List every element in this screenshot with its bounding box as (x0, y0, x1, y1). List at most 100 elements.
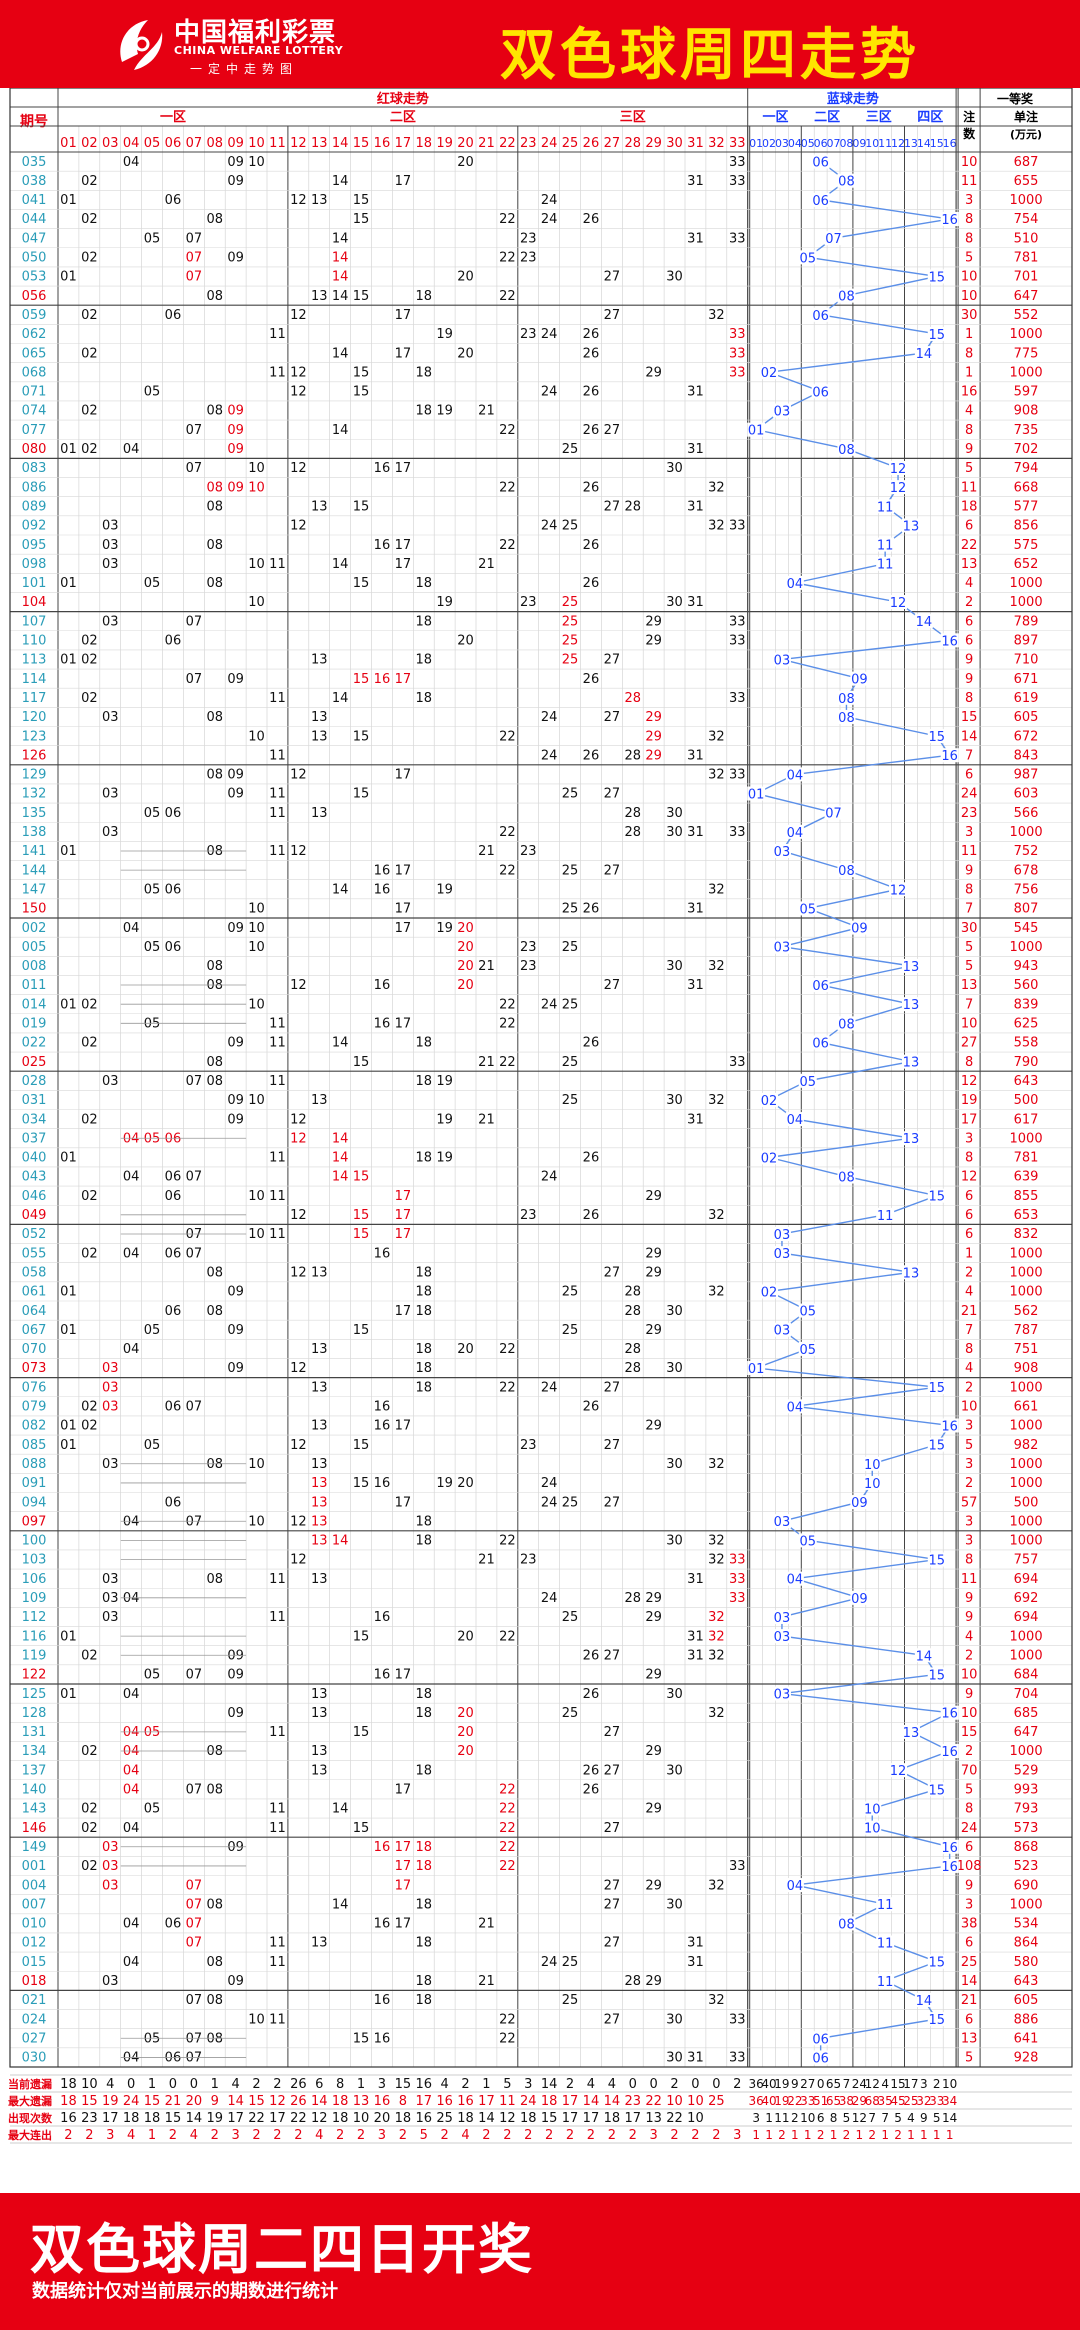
unit-prize: 807 (1014, 902, 1039, 917)
red-ball-mark: 14 (332, 882, 349, 897)
blue-ball-bg (863, 1820, 882, 1835)
red-ball-mark: 10 (248, 997, 265, 1012)
stats-red-value: 18 (395, 2111, 412, 2126)
red-ball-mark: 24 (541, 1955, 558, 1970)
stats-blue-value: 2 (843, 2128, 851, 2142)
red-ball-mark: 09 (227, 1648, 244, 1663)
red-ball-mark: 15 (353, 1170, 370, 1185)
blue-ball-mark: 14 (916, 347, 933, 362)
red-ball-mark: 16 (374, 1400, 391, 1415)
red-ball-mark: 16 (374, 1840, 391, 1855)
red-ball-mark: 01 (60, 844, 77, 859)
red-ball-mark: 31 (687, 231, 704, 246)
red-ball-mark: 22 (499, 825, 516, 840)
stats-blue-value: 33 (800, 2094, 815, 2108)
red-ball-mark: 29 (645, 1591, 662, 1606)
red-ball-mark: 08 (206, 844, 223, 859)
logo-english-text: CHINA WELFARE LOTTERY (174, 44, 344, 57)
red-ball-mark: 22 (499, 1534, 516, 1549)
red-ball-mark: 17 (395, 1495, 412, 1510)
blue-ball-bg (772, 1322, 791, 1337)
unit-prize: 843 (1014, 748, 1039, 763)
bets-count: 9 (965, 442, 973, 457)
bets-count: 11 (961, 174, 978, 189)
red-ball-mark: 26 (583, 346, 600, 361)
red-ball-mark: 12 (290, 1112, 307, 1127)
red-ball-mark: 22 (499, 2012, 516, 2027)
stats-red-value: 16 (415, 2111, 432, 2126)
red-ball-mark: 17 (395, 557, 412, 572)
red-ball-mark: 22 (499, 1055, 516, 1070)
bets-count: 15 (961, 1725, 978, 1740)
bets-count: 11 (961, 480, 978, 495)
stats-red-value: 17 (415, 2094, 432, 2109)
bets-count: 25 (961, 1955, 978, 1970)
red-ball-mark: 33 (729, 519, 746, 534)
unit-prize: 1000 (1010, 940, 1043, 955)
red-ball-mark: 33 (729, 768, 746, 783)
blue-ball-mark: 03 (774, 1228, 791, 1243)
period-label: 059 (22, 308, 47, 323)
blue-ball-mark: 13 (903, 519, 920, 534)
red-ball-mark: 15 (353, 1821, 370, 1836)
period-label: 044 (22, 212, 47, 227)
bets-count: 9 (965, 653, 973, 668)
red-ball-mark: 03 (102, 1840, 119, 1855)
blue-ball-mark: 11 (877, 1209, 894, 1224)
red-ball-mark: 13 (311, 1514, 328, 1529)
blue-ball-bg (876, 1207, 895, 1222)
stats-red-value: 2 (691, 2128, 699, 2143)
unit-prize: 1000 (1010, 1285, 1043, 1300)
blue-ball-mark: 11 (877, 500, 894, 515)
bets-count: 1 (965, 327, 973, 342)
period-label: 053 (22, 270, 47, 285)
red-ball-mark: 11 (269, 1955, 286, 1970)
blue-ball-mark: 14 (916, 1649, 933, 1664)
blue-ball-mark: 11 (877, 1937, 894, 1952)
red-ball-mark: 04 (123, 1744, 140, 1759)
red-ball-mark: 03 (102, 1878, 119, 1893)
stats-blue-value: 0 (817, 2077, 825, 2091)
stats-red-value: 25 (708, 2094, 725, 2109)
red-ball-mark: 13 (311, 289, 328, 304)
red-ball-mark: 07 (186, 1227, 203, 1242)
period-label: 114 (22, 672, 47, 687)
red-ball-mark: 03 (102, 1974, 119, 1989)
period-label: 019 (22, 1017, 47, 1032)
blue-ball-mark: 08 (838, 175, 855, 190)
blue-ball-mark: 09 (851, 1496, 868, 1511)
red-ball-mark: 29 (645, 1189, 662, 1204)
stats-red-value: 18 (457, 2111, 474, 2126)
red-ball-mark: 28 (624, 806, 641, 821)
red-ball-mark: 09 (227, 480, 244, 495)
stats-blue-value: 1 (933, 2128, 941, 2142)
red-ball-mark: 17 (395, 921, 412, 936)
stats-red-value: 22 (645, 2094, 662, 2109)
bets-count: 4 (965, 576, 973, 591)
bets-count: 5 (965, 1438, 973, 1453)
blue-ball-bg (927, 1380, 946, 1395)
unit-prize: 617 (1014, 1112, 1039, 1127)
red-ball-mark: 11 (269, 1725, 286, 1740)
red-ball-mark: 22 (499, 212, 516, 227)
red-number-header-10: 10 (248, 136, 265, 151)
red-ball-mark: 16 (374, 1917, 391, 1932)
blue-ball-bg (798, 1073, 817, 1088)
red-ball-mark: 08 (206, 1744, 223, 1759)
red-ball-mark: 18 (415, 1285, 432, 1300)
period-label: 128 (22, 1706, 47, 1721)
stats-red-value: 2 (733, 2077, 741, 2092)
blue-ball-bg (927, 1667, 946, 1682)
stats-red-value: 26 (290, 2077, 307, 2092)
stats-red-value: 18 (520, 2111, 537, 2126)
blue-ball-bg (850, 1495, 869, 1510)
bets-count: 6 (965, 1208, 973, 1223)
unit-prize: 754 (1014, 212, 1039, 227)
blue-ball-bg (927, 2012, 946, 2027)
red-ball-mark: 18 (415, 1859, 432, 1874)
red-ball-mark: 08 (206, 1265, 223, 1280)
blue-ball-mark: 03 (774, 1515, 791, 1530)
red-ball-mark: 01 (60, 653, 77, 668)
stats-red-value: 8 (399, 2094, 407, 2109)
blue-ball-bg (824, 231, 843, 246)
